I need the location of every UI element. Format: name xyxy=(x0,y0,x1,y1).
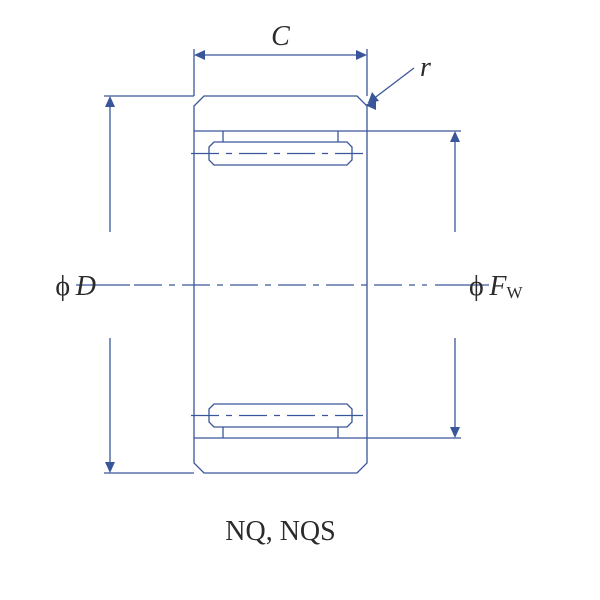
label-d: ϕ D xyxy=(55,271,96,302)
label-c: C xyxy=(271,21,290,52)
caption: NQ, NQS xyxy=(225,516,335,547)
label-fw: ϕ FW xyxy=(469,271,523,302)
label-r: r xyxy=(420,52,431,83)
